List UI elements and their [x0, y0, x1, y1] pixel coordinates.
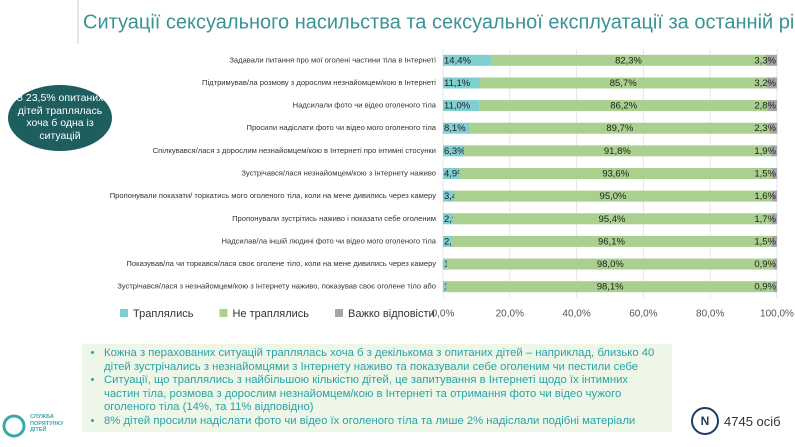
- bar-segment: [459, 168, 772, 179]
- bar-segment: [446, 258, 774, 270]
- bar-segment: [443, 213, 453, 225]
- bar-segment: [766, 77, 777, 89]
- bar-segment: [769, 122, 778, 134]
- value-label: 2,8%: [754, 101, 776, 112]
- value-label: 96,1%: [598, 236, 625, 247]
- value-label: 89,7%: [606, 123, 633, 134]
- bar-segment: [771, 190, 777, 202]
- bar-segment: [771, 235, 777, 247]
- x-tick-label: 100,0%: [760, 309, 794, 320]
- value-label: 8,1%: [444, 123, 466, 134]
- sample-mark: N: [701, 414, 710, 428]
- bar-segment: [470, 122, 770, 134]
- logo-icon: [2, 414, 26, 438]
- value-label: 1,6%: [754, 191, 776, 202]
- x-tick-label: 0,0%: [432, 309, 455, 320]
- legend-label: Важко відповісти: [348, 308, 435, 320]
- value-label: 98,1%: [597, 282, 624, 293]
- bar-segment: [765, 54, 777, 66]
- value-label: 1,9%: [754, 146, 776, 157]
- value-label: 1,7%: [754, 214, 776, 225]
- bar-segment: [443, 100, 480, 112]
- bar-segment: [443, 190, 455, 202]
- y-tick-label: Задавали питання про мої оголені частини…: [229, 55, 436, 64]
- value-label: 82,3%: [615, 55, 642, 66]
- y-tick-label: Зустрічався/лася незнайомцем/кою з Інтер…: [241, 169, 436, 178]
- value-label: 98,0%: [597, 259, 624, 270]
- legend-label: Не траплялись: [232, 308, 309, 320]
- bar-segment: [443, 168, 460, 179]
- value-label: 6,3%: [444, 146, 466, 157]
- bar-segment: [443, 54, 492, 66]
- bar-segment: [443, 235, 452, 247]
- bar-segment: [464, 145, 771, 157]
- y-tick-label: Надсилав/ла іншій людині фото чи відео м…: [221, 236, 436, 245]
- x-tick-label: 20,0%: [496, 309, 524, 320]
- y-tick-label: Надсилали фото чи відео оголеного тіла: [293, 101, 437, 110]
- note: Ситуації, що траплялись з найбільшою кіл…: [104, 374, 666, 415]
- value-label: 95,0%: [600, 191, 627, 202]
- value-label: 93,6%: [602, 169, 629, 180]
- value-label: 86,2%: [610, 101, 637, 112]
- x-tick-label: 40,0%: [562, 309, 590, 320]
- value-label: 91,8%: [604, 146, 631, 157]
- value-label: 95,4%: [599, 214, 626, 225]
- value-label: 1,5%: [754, 236, 776, 247]
- chart-title: Ситуації сексуального насильства та секс…: [83, 11, 795, 33]
- sample-size: 4745 осіб: [724, 414, 781, 429]
- bar-segment: [767, 100, 777, 112]
- bar-segment: [446, 281, 774, 293]
- x-tick-label: 80,0%: [696, 309, 724, 320]
- note: Кожна з перахованих ситуацій траплялась …: [104, 347, 666, 374]
- value-label: 11,0%: [444, 101, 471, 112]
- y-tick-label: Просили надіслати фото чи відео мого ого…: [246, 123, 436, 132]
- y-tick-label: Зустрічався/лася з незнайомцем/кою з Інт…: [117, 282, 436, 291]
- value-label: 4,9%: [444, 169, 466, 180]
- callout: З 23,5% опитаних дітей траплялась хоча б…: [16, 92, 104, 142]
- value-label: 3,2%: [754, 78, 776, 89]
- value-label: 0,9%: [754, 259, 776, 270]
- notes: Кожна з перахованих ситуацій траплялась …: [82, 344, 672, 432]
- legend-swatch: [219, 309, 228, 317]
- legend-swatch: [335, 309, 343, 317]
- legend-label: Траплялись: [133, 308, 194, 320]
- bar-segment: [771, 213, 777, 225]
- sample-icon: [691, 407, 719, 435]
- y-tick-label: Пропонували показати/ торкатись мого ого…: [110, 191, 436, 200]
- bar-segment: [443, 258, 447, 270]
- bar-segment: [770, 145, 777, 157]
- bar-segment: [480, 77, 767, 89]
- bar-segment: [773, 258, 777, 270]
- bar-segment: [454, 190, 772, 202]
- logo-text: СЛУЖБА ПОРЯТУНКУ ДІТЕЙ: [30, 414, 64, 433]
- y-tick-label: Підтримував/ла розмову з дорослим незнай…: [202, 78, 436, 87]
- x-tick-label: 60,0%: [629, 309, 657, 320]
- bar-segment: [773, 281, 777, 293]
- value-label: 0,9%: [754, 282, 776, 293]
- y-tick-label: Показував/ла чи торкався/лася своє оголе…: [126, 259, 436, 268]
- bar-segment: [771, 168, 777, 179]
- value-label: 14,4%: [444, 55, 471, 66]
- callout-bubble: [8, 85, 112, 151]
- y-tick-label: Пропонували зустрітись наживо і показати…: [232, 214, 436, 223]
- bar-segment: [452, 213, 772, 225]
- value-label: 11,1%: [444, 78, 471, 89]
- bar-segment: [491, 54, 766, 66]
- bar-segment: [443, 145, 465, 157]
- bar-segment: [443, 77, 481, 89]
- value-label: 3,3%: [754, 55, 776, 66]
- bar-segment: [479, 100, 768, 112]
- y-tick-label: Спілкувався/лася з дорослим незнайомцем/…: [153, 146, 436, 155]
- value-label: 1,5%: [754, 169, 776, 180]
- legend-swatch: [120, 309, 128, 317]
- value-label: 2,3%: [754, 123, 776, 134]
- value-label: 85,7%: [610, 78, 637, 89]
- bar-segment: [451, 235, 772, 247]
- bar-segment: [443, 122, 471, 134]
- note: 8% дітей просили надіслати фото чи відео…: [104, 415, 666, 429]
- bar-segment: [443, 281, 447, 293]
